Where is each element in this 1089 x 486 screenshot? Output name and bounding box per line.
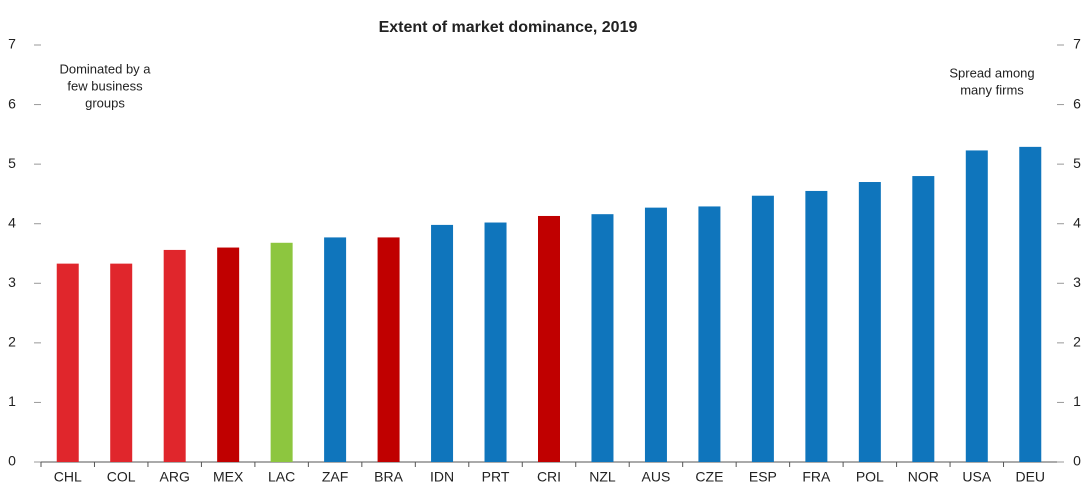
x-tick-label: PRT — [482, 469, 510, 485]
x-tick-label: ZAF — [322, 469, 348, 485]
y-tick-label: 6 — [8, 95, 16, 111]
bar — [1019, 146, 1042, 463]
x-tick-label: MEX — [213, 469, 244, 485]
annotation: Dominated by a — [59, 61, 151, 76]
y2-tick-label: 5 — [1073, 155, 1081, 171]
y2-tick-label: 3 — [1073, 274, 1081, 290]
bar — [644, 207, 667, 462]
y2-tick-label: 0 — [1073, 453, 1081, 469]
annotation: few business — [67, 78, 143, 93]
bar — [538, 215, 560, 462]
x-tick-label: FRA — [802, 469, 831, 485]
y2-tick-label: 2 — [1073, 334, 1081, 350]
x-tick-label: CHL — [54, 469, 82, 485]
bar — [484, 222, 507, 462]
x-tick-label: IDN — [430, 469, 454, 485]
y2-tick-label: 1 — [1073, 393, 1081, 409]
bar — [217, 247, 240, 462]
x-tick-label: POL — [856, 469, 884, 485]
x-tick-label: BRA — [374, 469, 403, 485]
y-tick-label: 4 — [8, 214, 16, 230]
annotation: many firms — [960, 82, 1024, 97]
bar — [805, 190, 828, 462]
x-tick-label: NOR — [908, 469, 939, 485]
x-tick-label: NZL — [589, 469, 616, 485]
y2-tick-label: 7 — [1073, 36, 1081, 52]
bar — [270, 242, 293, 462]
bar — [56, 263, 79, 462]
bar — [591, 214, 614, 462]
y-tick-label: 0 — [8, 453, 16, 469]
x-tick-label: COL — [107, 469, 136, 485]
y-tick-label: 2 — [8, 334, 16, 350]
x-tick-label: ARG — [160, 469, 190, 485]
x-tick-label: CZE — [695, 469, 723, 485]
bar — [377, 237, 400, 462]
bar — [912, 176, 935, 463]
y-tick-label: 5 — [8, 155, 16, 171]
y-tick-label: 3 — [8, 274, 16, 290]
x-tick-label: AUS — [642, 469, 671, 485]
x-tick-label: ESP — [749, 469, 777, 485]
bar — [698, 206, 721, 462]
bar — [163, 249, 186, 462]
bar — [751, 195, 774, 463]
bar — [431, 224, 454, 462]
chart-title: Extent of market dominance, 2019 — [379, 19, 638, 36]
y-tick-label: 1 — [8, 393, 16, 409]
bar — [110, 263, 133, 462]
bar — [965, 150, 988, 463]
x-tick-label: DEU — [1015, 469, 1045, 485]
y-tick-label: 7 — [8, 36, 16, 52]
x-tick-label: LAC — [268, 469, 295, 485]
y2-tick-label: 6 — [1073, 95, 1081, 111]
y2-tick-label: 4 — [1073, 214, 1081, 230]
annotation: Spread among — [949, 65, 1034, 80]
bar — [858, 182, 881, 462]
x-tick-label: CRI — [537, 469, 561, 485]
x-tick-label: USA — [962, 469, 991, 485]
annotation: groups — [85, 95, 125, 110]
bar — [324, 237, 347, 462]
